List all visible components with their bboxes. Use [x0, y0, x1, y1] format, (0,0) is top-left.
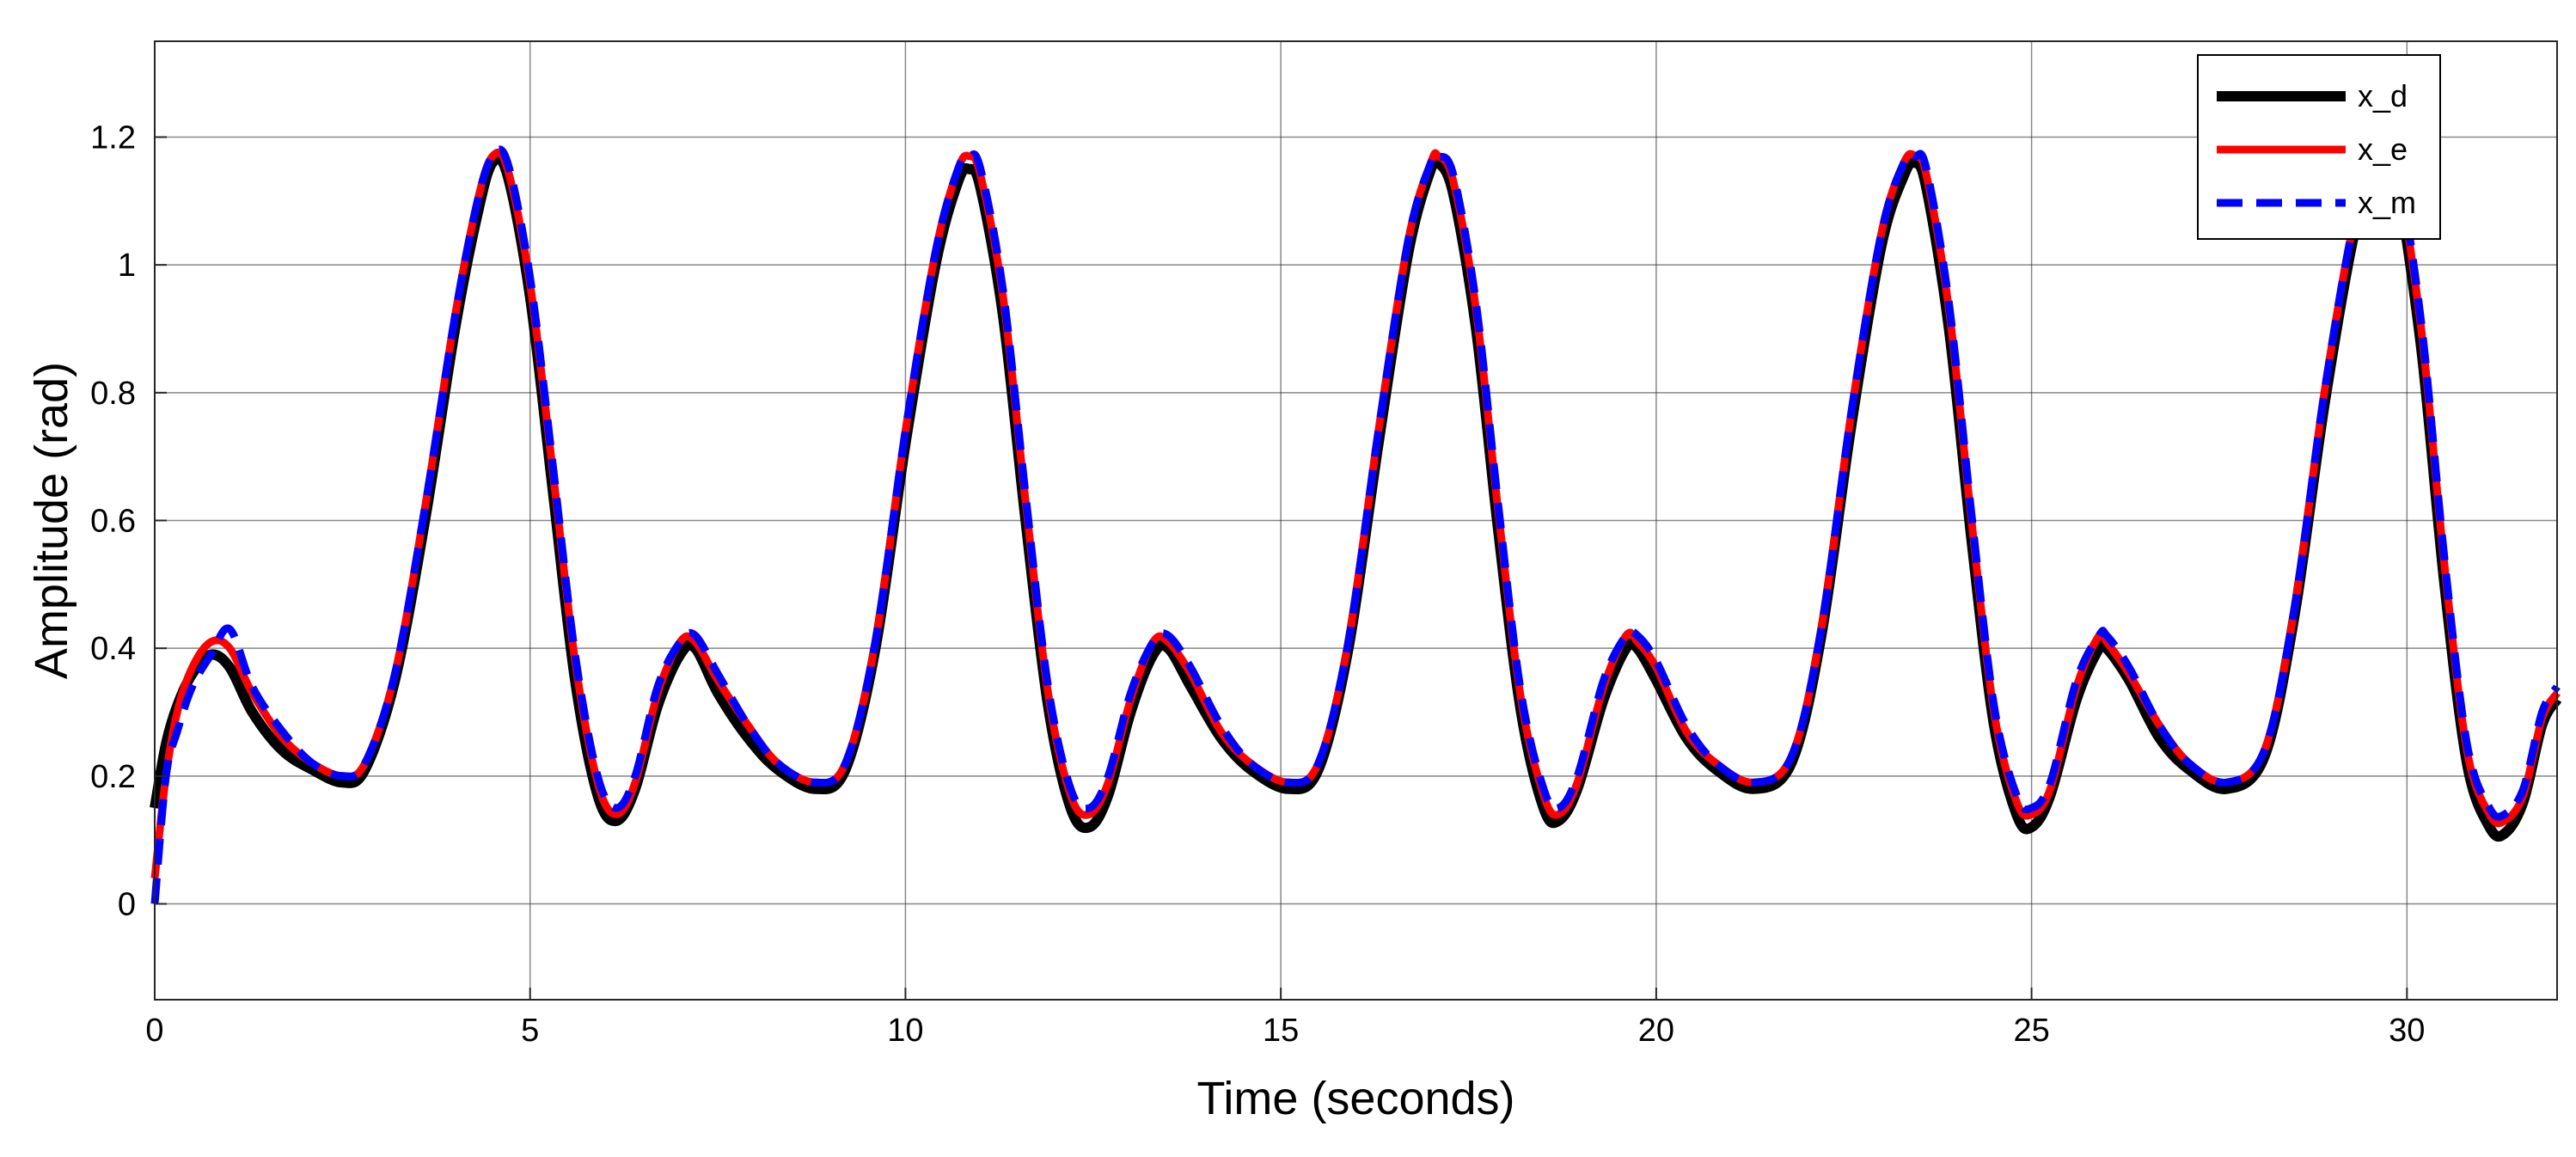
legend-label: x_e — [2358, 132, 2408, 167]
y-tick-label: 0.2 — [90, 759, 136, 795]
y-axis-title: Amplitude (rad) — [26, 362, 77, 679]
y-tick-label: 0.6 — [90, 504, 136, 540]
axis-ticks: 0 5 10 15 20 25 30 0 0.2 0.4 0.6 0.8 1 1.2 — [90, 120, 2425, 1050]
y-tick-label: 1.2 — [90, 120, 136, 156]
x-tick-label: 0 — [145, 1013, 163, 1049]
series-lines — [150, 145, 2562, 904]
y-tick-label: 0 — [118, 887, 136, 923]
series-line-x-m — [150, 145, 2561, 904]
grid-lines — [154, 41, 2557, 1000]
x-tick-label: 25 — [2013, 1013, 2049, 1049]
legend-label: x_d — [2358, 78, 2408, 113]
x-tick-label: 20 — [1638, 1013, 1674, 1049]
x-tick-label: 5 — [521, 1013, 539, 1049]
x-axis-title: Time (seconds) — [1196, 1073, 1514, 1124]
y-tick-label: 0.4 — [90, 631, 136, 667]
x-tick-label: 15 — [1263, 1013, 1299, 1049]
y-tick-label: 1 — [118, 248, 136, 284]
legend: x_d x_e x_m — [2197, 54, 2441, 240]
legend-label: x_m — [2358, 185, 2416, 220]
x-tick-label: 10 — [887, 1013, 923, 1049]
x-tick-label: 30 — [2389, 1013, 2425, 1049]
y-tick-label: 0.8 — [90, 376, 136, 412]
